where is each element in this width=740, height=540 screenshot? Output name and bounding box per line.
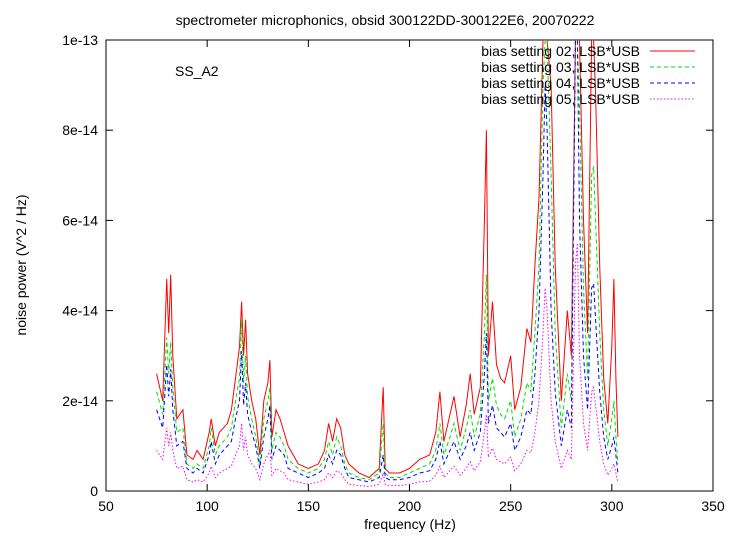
y-tick-label: 4e-14 (62, 303, 98, 319)
x-axis-label: frequency (Hz) (364, 516, 456, 532)
y-tick-label: 6e-14 (62, 212, 98, 228)
series-line-2 (156, 40, 619, 481)
y-tick-label: 8e-14 (62, 122, 98, 138)
x-tick-label: 150 (297, 498, 321, 514)
x-tick-label: 50 (98, 498, 114, 514)
series-lines (156, 40, 619, 488)
legend-label: bias setting 04, LSB*USB (481, 75, 640, 91)
x-tick-label: 300 (600, 498, 624, 514)
legend-label: bias setting 03, LSB*USB (481, 59, 640, 75)
y-axis: 0 2e-14 4e-14 6e-14 8e-14 1e-13 (62, 32, 713, 499)
series-line-1 (156, 40, 619, 479)
y-tick-label: 0 (90, 483, 98, 499)
x-tick-label: 100 (195, 498, 219, 514)
legend-label: bias setting 05, LSB*USB (481, 91, 640, 107)
legend-label: bias setting 02, LSB*USB (481, 43, 640, 59)
panel-annotation: SS_A2 (175, 63, 219, 79)
x-tick-label: 350 (701, 498, 725, 514)
chart-title: spectrometer microphonics, obsid 300122D… (176, 12, 595, 28)
x-tick-label: 250 (499, 498, 523, 514)
series-line-3 (156, 40, 619, 483)
x-axis: 50 100 150 200 250 300 350 (98, 40, 725, 514)
y-axis-label: noise power (V^2 / Hz) (13, 194, 29, 335)
y-tick-label: 1e-13 (62, 32, 98, 48)
plot-frame (105, 39, 714, 492)
y-tick-label: 2e-14 (62, 393, 98, 409)
series-line-4 (156, 242, 619, 488)
x-tick-label: 200 (398, 498, 422, 514)
